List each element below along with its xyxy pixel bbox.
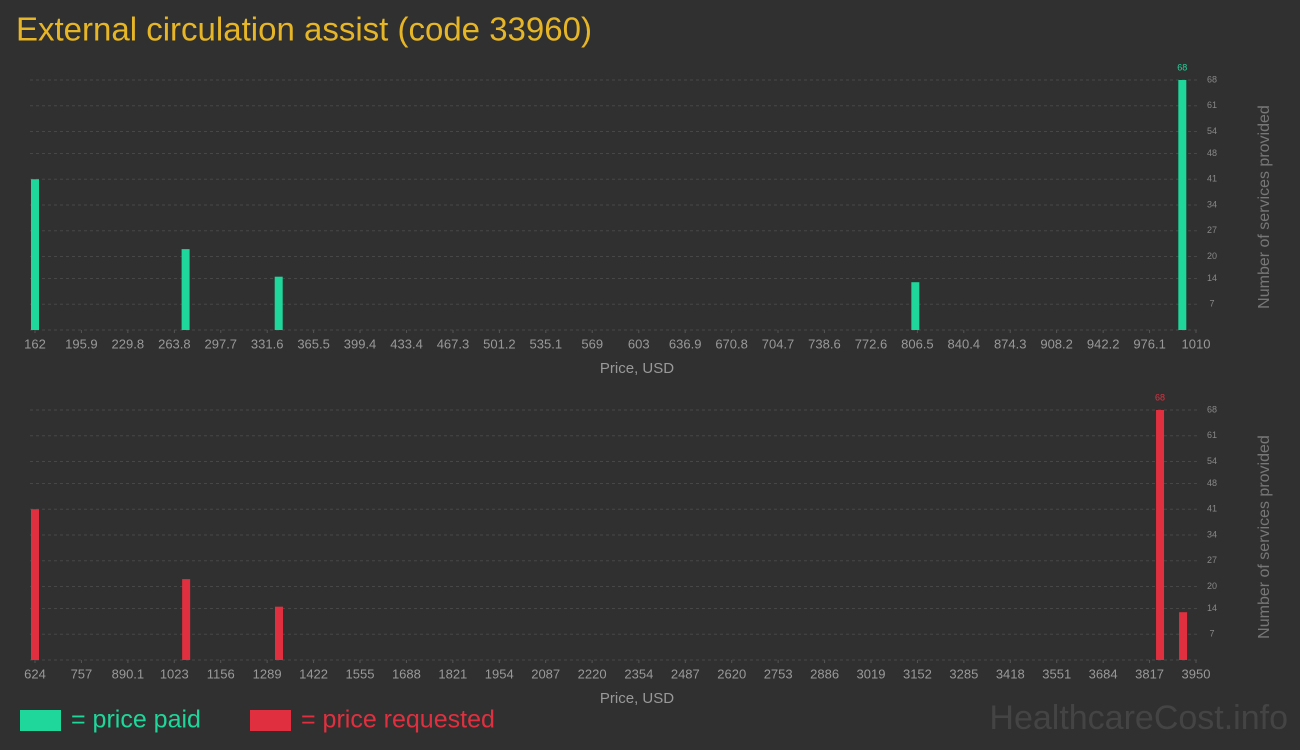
x-tick-label: 1688 — [392, 666, 421, 681]
x-tick-label: 2354 — [624, 666, 653, 681]
x-tick-label: 535.1 — [530, 336, 563, 351]
x-tick-label: 942.2 — [1087, 336, 1120, 351]
x-tick-label: 1954 — [485, 666, 514, 681]
y-tick-label: 27 — [1207, 225, 1217, 235]
bar — [1156, 410, 1165, 660]
x-tick-label: 3285 — [949, 666, 978, 681]
x-tick-label: 890.1 — [112, 666, 145, 681]
x-tick-label: 636.9 — [669, 336, 702, 351]
x-tick-label: 1289 — [253, 666, 282, 681]
legend-swatch — [20, 710, 61, 731]
bar — [31, 179, 39, 330]
x-tick-label: 2620 — [717, 666, 746, 681]
x-tick-label: 3019 — [857, 666, 886, 681]
y-tick-label: 41 — [1207, 174, 1217, 184]
x-tick-label: 874.3 — [994, 336, 1027, 351]
y-tick-label: 14 — [1207, 603, 1217, 613]
y-axis-title: Number of services provided — [1256, 105, 1273, 309]
x-tick-label: 263.8 — [158, 336, 191, 351]
y-tick-label: 7 — [1209, 629, 1214, 639]
x-tick-label: 704.7 — [762, 336, 795, 351]
data-label: 68 — [1177, 62, 1187, 72]
x-tick-label: 670.8 — [715, 336, 748, 351]
x-tick-label: 2753 — [764, 666, 793, 681]
bar — [1178, 80, 1187, 330]
x-tick-label: 3551 — [1042, 666, 1071, 681]
x-tick-label: 806.5 — [901, 336, 934, 351]
y-tick-label: 61 — [1207, 430, 1217, 440]
y-tick-label: 68 — [1207, 404, 1217, 414]
x-tick-label: 3817 — [1135, 666, 1164, 681]
x-tick-label: 195.9 — [65, 336, 98, 351]
x-tick-label: 365.5 — [297, 336, 330, 351]
x-tick-label: 1023 — [160, 666, 189, 681]
x-tick-label: 3684 — [1089, 666, 1118, 681]
x-axis-title: Price, USD — [600, 360, 674, 377]
y-tick-label: 54 — [1207, 456, 1217, 466]
x-tick-label: 569 — [581, 336, 603, 351]
legend-label: = price requested — [301, 706, 495, 734]
x-tick-label: 467.3 — [437, 336, 470, 351]
legend-swatch — [250, 710, 291, 731]
x-tick-label: 3950 — [1182, 666, 1211, 681]
x-tick-label: 603 — [628, 336, 650, 351]
y-tick-label: 20 — [1207, 581, 1217, 591]
y-tick-label: 48 — [1207, 148, 1217, 158]
bar — [31, 509, 39, 660]
x-tick-label: 624 — [24, 666, 46, 681]
bar — [1179, 612, 1188, 660]
bar — [182, 579, 191, 660]
y-axis-title: Number of services provided — [1256, 435, 1273, 639]
x-tick-label: 1010 — [1182, 336, 1211, 351]
x-tick-label: 2220 — [578, 666, 607, 681]
x-tick-label: 501.2 — [483, 336, 516, 351]
x-tick-label: 1555 — [346, 666, 375, 681]
bar — [274, 276, 283, 330]
y-tick-label: 41 — [1207, 504, 1217, 514]
x-tick-label: 1422 — [299, 666, 328, 681]
x-tick-label: 229.8 — [112, 336, 145, 351]
x-tick-label: 772.6 — [855, 336, 888, 351]
chart-title: External circulation assist (code 33960) — [16, 11, 592, 48]
x-tick-label: 738.6 — [808, 336, 841, 351]
x-tick-label: 757 — [71, 666, 93, 681]
y-tick-label: 27 — [1207, 555, 1217, 565]
x-tick-label: 840.4 — [948, 336, 981, 351]
bar — [911, 282, 920, 330]
x-tick-label: 908.2 — [1040, 336, 1073, 351]
x-tick-label: 976.1 — [1133, 336, 1166, 351]
y-tick-label: 34 — [1207, 199, 1217, 209]
y-tick-label: 61 — [1207, 100, 1217, 110]
bar — [181, 249, 190, 330]
y-tick-label: 34 — [1207, 529, 1217, 539]
x-tick-label: 2487 — [671, 666, 700, 681]
legend-label: = price paid — [71, 706, 201, 734]
y-tick-label: 48 — [1207, 478, 1217, 488]
y-tick-label: 54 — [1207, 126, 1217, 136]
x-tick-label: 162 — [24, 336, 46, 351]
x-tick-label: 331.6 — [251, 336, 284, 351]
x-tick-label: 1156 — [207, 666, 235, 681]
watermark: HealthcareCost.info — [989, 699, 1288, 737]
y-tick-label: 7 — [1209, 299, 1214, 309]
x-tick-label: 1821 — [438, 666, 467, 681]
data-label: 68 — [1155, 392, 1165, 402]
y-tick-label: 68 — [1207, 74, 1217, 84]
bar — [274, 606, 283, 660]
x-tick-label: 297.7 — [205, 336, 238, 351]
x-axis-title: Price, USD — [600, 690, 674, 707]
x-tick-label: 399.4 — [344, 336, 377, 351]
x-tick-label: 2886 — [810, 666, 839, 681]
x-tick-label: 3152 — [903, 666, 932, 681]
x-tick-label: 3418 — [996, 666, 1025, 681]
y-tick-label: 20 — [1207, 251, 1217, 261]
x-tick-label: 433.4 — [390, 336, 423, 351]
y-tick-label: 14 — [1207, 273, 1217, 283]
x-tick-label: 2087 — [531, 666, 560, 681]
